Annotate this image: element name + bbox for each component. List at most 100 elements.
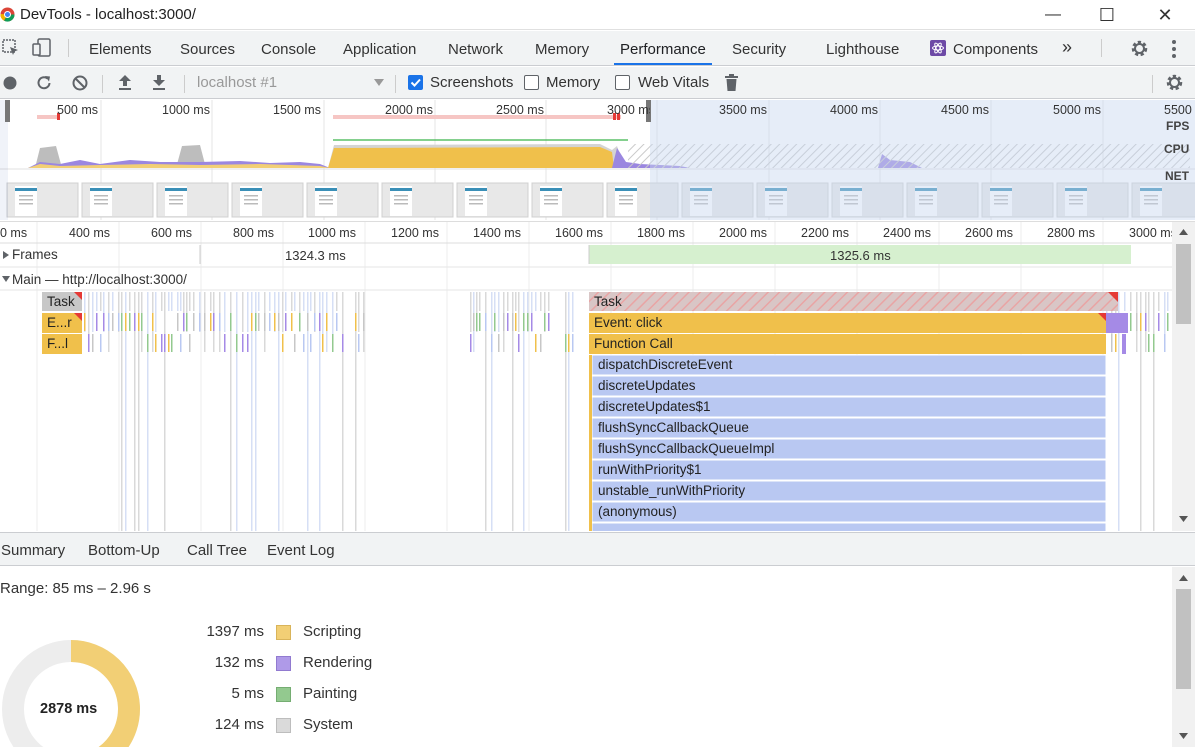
- summary-donut-chart: [2, 640, 140, 747]
- tab-application[interactable]: Application: [343, 41, 417, 58]
- window-titlebar: DevTools - localhost:3000/ — ☐ ✕: [0, 0, 1195, 30]
- call-frame[interactable]: runWithPriority$1: [598, 462, 702, 477]
- upload-icon[interactable]: [117, 74, 133, 92]
- more-tabs-button[interactable]: »: [1062, 37, 1073, 57]
- screenshot-thumbnail[interactable]: [906, 182, 979, 218]
- tab-security[interactable]: Security: [732, 41, 787, 58]
- screenshot-thumbnail[interactable]: [1131, 182, 1195, 218]
- clear-icon[interactable]: [71, 74, 89, 92]
- call-frame[interactable]: discreteUpdates$1: [598, 399, 711, 414]
- screenshot-thumbnail[interactable]: [531, 182, 604, 218]
- legend-swatch: [276, 718, 291, 733]
- recording-select[interactable]: localhost #1: [190, 72, 388, 94]
- tab-components[interactable]: Components: [953, 41, 1039, 58]
- tab-sources[interactable]: Sources: [180, 41, 236, 58]
- close-window-button[interactable]: ✕: [1142, 0, 1188, 30]
- screenshots-label: Screenshots: [430, 74, 514, 91]
- summary-scrollbar[interactable]: [1172, 567, 1195, 747]
- screenshot-thumbnail[interactable]: [231, 182, 304, 218]
- collapse-triangle-icon[interactable]: [2, 275, 10, 283]
- expand-triangle-icon[interactable]: [2, 251, 10, 259]
- main-thread-label[interactable]: Main — http://localhost:3000/: [12, 272, 187, 287]
- screenshots-checkbox[interactable]: [408, 75, 423, 90]
- tab-call-tree[interactable]: Call Tree: [187, 542, 248, 559]
- call-frame[interactable]: dispatchDiscreteEvent: [598, 357, 733, 372]
- range-text: Range: 85 ms – 2.96 s: [0, 580, 151, 597]
- memory-checkbox[interactable]: [524, 75, 539, 90]
- tab-bottom-up[interactable]: Bottom-Up: [88, 542, 160, 559]
- screenshot-thumbnail[interactable]: [756, 182, 829, 218]
- tab-network[interactable]: Network: [448, 41, 504, 58]
- frames-track-label[interactable]: Frames: [12, 247, 58, 262]
- screenshot-thumbnail[interactable]: [156, 182, 229, 218]
- scroll-up-icon[interactable]: [1179, 575, 1188, 581]
- tab-lighthouse[interactable]: Lighthouse: [826, 41, 900, 58]
- call-frame[interactable]: (anonymous): [598, 504, 677, 519]
- call-frame[interactable]: flushSyncCallbackQueueImpl: [598, 441, 775, 456]
- screenshot-thumbnail[interactable]: [831, 182, 904, 218]
- task-event[interactable]: Task: [47, 294, 75, 309]
- toolbar-divider: [395, 75, 396, 93]
- tab-event-log[interactable]: Event Log: [267, 542, 335, 559]
- screenshot-thumbnail[interactable]: [456, 182, 529, 218]
- screenshot-thumbnail[interactable]: [1056, 182, 1129, 218]
- call-frame[interactable]: flushSyncCallbackQueue: [598, 420, 749, 435]
- call-frame[interactable]: discreteUpdates: [598, 378, 696, 393]
- web-vitals-checkbox[interactable]: [615, 75, 630, 90]
- event-block[interactable]: E...r: [47, 315, 72, 330]
- screenshot-thumbnail[interactable]: [6, 182, 79, 218]
- flame-scrollbar[interactable]: [1172, 222, 1195, 531]
- maximize-button[interactable]: ☐: [1084, 0, 1130, 30]
- screenshot-thumbnail[interactable]: [81, 182, 154, 218]
- tab-performance[interactable]: Performance: [614, 31, 712, 65]
- screenshot-thumbnail[interactable]: [306, 182, 379, 218]
- legend-label: Painting: [303, 685, 358, 702]
- summary-panel: Range: 85 ms – 2.96 s 2878 ms 1397 ms Sc…: [0, 567, 1195, 747]
- flame-tick: 1800 ms: [637, 226, 685, 240]
- screenshot-thumbnail[interactable]: [681, 182, 754, 218]
- record-icon[interactable]: [2, 75, 18, 91]
- screenshot-filmstrip: [6, 182, 1195, 218]
- timeline-overview[interactable]: 500 ms 1000 ms 1500 ms 2000 ms 2500 ms 3…: [0, 100, 1195, 220]
- settings-gear-icon[interactable]: [1130, 39, 1149, 58]
- flame-tick: 1400 ms: [473, 226, 521, 240]
- minimize-button[interactable]: —: [1030, 0, 1076, 30]
- inspect-element-icon[interactable]: [2, 39, 20, 57]
- screenshot-thumbnail[interactable]: [381, 182, 454, 218]
- event-click-block[interactable]: Event: click: [594, 315, 663, 330]
- flame-tick: 2200 ms: [801, 226, 849, 240]
- task-event[interactable]: Task: [594, 294, 622, 309]
- call-frame[interactable]: unstable_runWithPriority: [598, 483, 746, 498]
- scrollbar-thumb[interactable]: [1176, 244, 1191, 324]
- react-components-icon: [930, 40, 946, 56]
- reload-icon[interactable]: [35, 74, 53, 92]
- tab-summary[interactable]: Summary: [1, 542, 66, 569]
- flame-chart[interactable]: 0 ms 400 ms 600 ms 800 ms 1000 ms 1200 m…: [0, 221, 1195, 531]
- function-call-block[interactable]: Function Call: [594, 336, 673, 351]
- tab-divider: [1101, 39, 1102, 57]
- legend-label: Scripting: [303, 623, 362, 640]
- frame-duration[interactable]: 1325.6 ms: [830, 248, 891, 263]
- tab-memory[interactable]: Memory: [535, 41, 590, 58]
- screenshot-thumbnail[interactable]: [981, 182, 1054, 218]
- device-toolbar-icon[interactable]: [32, 38, 52, 58]
- scroll-down-icon[interactable]: [1179, 516, 1188, 522]
- scroll-up-icon[interactable]: [1179, 229, 1188, 235]
- overview-tick: 3500 ms: [719, 103, 767, 117]
- screenshot-thumbnail[interactable]: [606, 182, 679, 218]
- frame-duration[interactable]: 1324.3 ms: [285, 248, 346, 263]
- scroll-down-icon[interactable]: [1179, 733, 1188, 739]
- download-icon[interactable]: [151, 74, 167, 92]
- tab-console[interactable]: Console: [261, 41, 317, 58]
- tab-elements[interactable]: Elements: [89, 41, 152, 58]
- overview-tick: 5500: [1164, 103, 1192, 117]
- kebab-menu-icon[interactable]: [1170, 39, 1178, 59]
- chrome-icon: [0, 7, 15, 22]
- overview-tick: 500 ms: [57, 103, 98, 117]
- flame-tick: 2600 ms: [965, 226, 1013, 240]
- scrollbar-thumb[interactable]: [1176, 589, 1191, 689]
- legend-value: 132 ms: [214, 654, 264, 671]
- function-call-block[interactable]: F...l: [47, 336, 69, 351]
- capture-settings-gear-icon[interactable]: [1165, 73, 1184, 92]
- garbage-collect-trash-icon[interactable]: [724, 73, 739, 92]
